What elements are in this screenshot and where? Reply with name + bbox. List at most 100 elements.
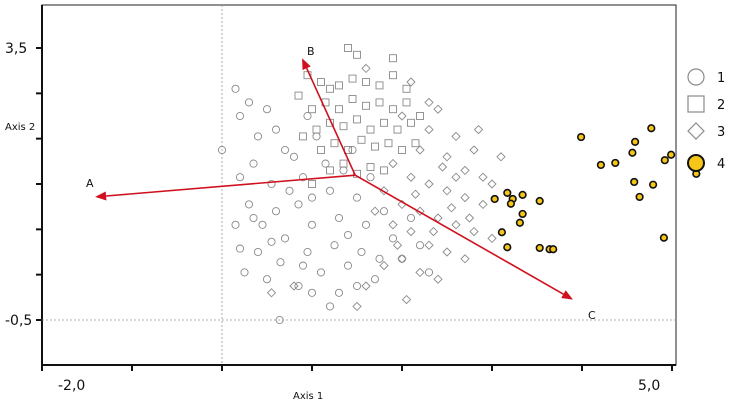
point-series-3 [415,267,425,278]
point-series-1 [339,166,348,175]
point-series-2 [348,74,357,83]
point-series-1 [262,105,272,114]
point-series-1 [258,220,267,229]
y-tick-label-top: 3,5 [5,41,27,57]
point-series-3 [415,145,425,155]
point-series-1 [424,268,434,277]
point-series-3 [424,97,434,108]
point-series-2 [366,125,375,134]
point-series-1 [271,125,281,134]
point-series-4 [549,245,558,254]
point-series-1 [307,193,317,202]
x-tick-label-left: -2,0 [58,378,85,394]
y-axis-label: Axis 2 [5,122,35,133]
point-series-3 [451,220,461,230]
point-series-4 [647,124,656,133]
legend-label-3: 3 [717,125,725,140]
point-series-3 [442,247,452,257]
point-series-2 [294,91,303,100]
point-series-3 [361,63,371,74]
point-series-3 [424,179,434,189]
point-series-3 [289,281,299,291]
point-series-4 [490,194,499,204]
point-series-1 [343,261,353,270]
point-series-1 [307,288,317,297]
point-series-3 [433,274,443,284]
legend-symbol-diamond [687,122,705,140]
point-series-1 [280,234,290,243]
point-series-1 [235,173,245,182]
point-series-2 [308,180,316,188]
point-series-4 [497,228,507,237]
point-series-3 [410,189,421,199]
point-series-2 [375,81,384,90]
point-series-2 [330,139,339,148]
point-series-4 [660,156,669,165]
plot-frame [36,4,677,371]
point-series-4 [503,188,512,197]
point-series-3 [379,260,389,271]
point-series-2 [389,54,397,63]
point-series-1 [280,145,290,155]
point-series-1 [312,132,321,141]
point-series-3 [464,213,475,223]
point-series-1 [231,84,240,93]
point-series-3 [388,158,398,169]
point-series-1 [334,288,344,297]
point-series-2 [353,115,361,124]
point-series-2 [402,84,411,93]
point-series-1 [253,132,263,141]
point-series-1 [406,213,416,223]
point-series-1 [298,173,308,182]
point-series-3 [478,172,488,182]
point-series-3 [401,294,412,305]
legend-symbol-circle [687,68,705,86]
point-series-2 [407,118,415,127]
point-series-3 [469,145,479,155]
point-series-4 [659,233,669,242]
point-series-4 [630,137,640,146]
point-series-1 [352,193,362,202]
point-series-1 [307,220,317,229]
point-series-3 [424,240,434,250]
point-series-1 [370,275,380,284]
point-series-3 [397,111,407,121]
point-series-2 [339,122,348,131]
point-series-3 [361,281,371,291]
legend-label-2: 2 [717,98,725,113]
point-series-3 [460,254,470,264]
point-series-1 [285,186,294,195]
point-series-1 [303,111,312,121]
point-series-1 [267,179,276,189]
point-series-3 [428,226,439,237]
point-series-3 [460,192,470,203]
point-series-1 [271,207,281,216]
point-series-2 [389,105,397,114]
point-series-2 [348,95,357,103]
point-series-2 [362,78,370,86]
point-series-4 [596,160,606,170]
point-series-2 [366,163,375,171]
point-series-3 [460,165,470,176]
point-series-3 [406,77,416,87]
point-series-1 [415,241,425,250]
point-series-3 [478,199,488,210]
point-series-1 [267,237,276,246]
point-series-4 [630,177,639,187]
point-series-2 [317,78,325,86]
point-series-3 [388,220,398,230]
legend: 1 2 3 4 [687,68,725,172]
point-series-3 [442,152,452,162]
point-series-1 [217,145,227,155]
point-series-1 [352,281,362,291]
vector-c-line [354,174,564,295]
point-series-2 [411,139,420,148]
point-series-2 [339,159,348,168]
vector-label-a: A [86,177,94,190]
point-series-1 [231,220,240,229]
point-series-2 [335,81,343,90]
point-series-1 [294,200,303,209]
point-series-1 [379,207,389,216]
point-series-3 [424,124,434,135]
